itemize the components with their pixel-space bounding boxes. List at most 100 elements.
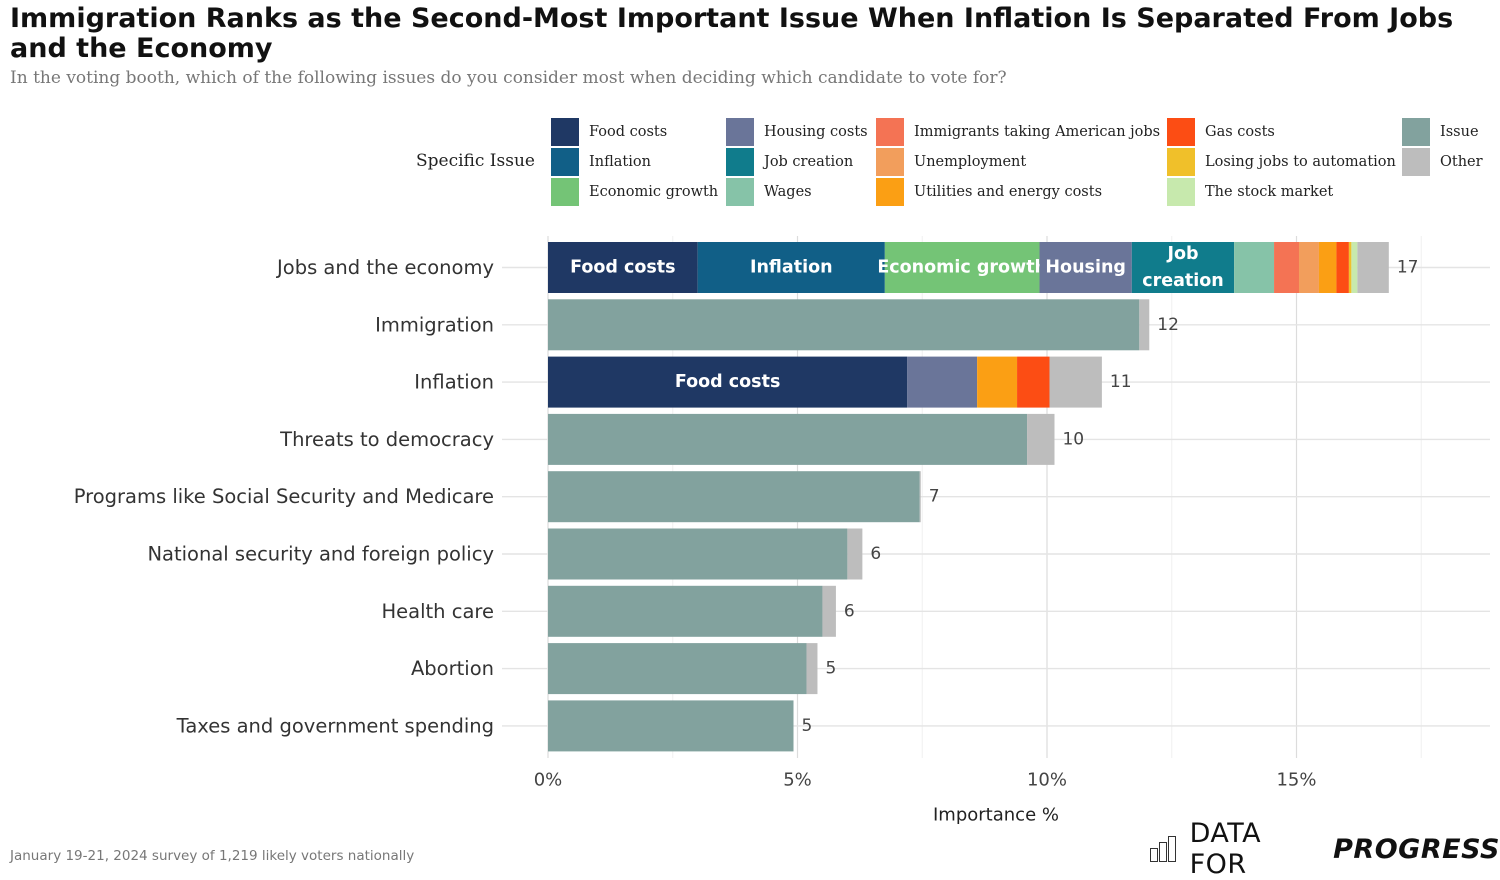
legend-item-unemployment: Unemployment xyxy=(876,148,1026,176)
total-label: 11 xyxy=(1110,372,1132,392)
legend-item-job-creation: Job creation xyxy=(726,148,853,176)
legend-swatch xyxy=(1167,148,1195,176)
legend-label: Losing jobs to automation xyxy=(1205,154,1396,170)
legend-label: Food costs xyxy=(589,124,668,140)
bar-segment-other xyxy=(1027,413,1055,465)
legend-label: The stock market xyxy=(1205,184,1334,200)
legend-label: Gas costs xyxy=(1205,124,1275,140)
bar-segment-issue xyxy=(548,585,823,637)
legend-swatch xyxy=(726,148,754,176)
legend-item-utilities-and-energy-costs: Utilities and energy costs xyxy=(876,178,1102,206)
bar-segment-other xyxy=(919,471,921,523)
chart-title: Immigration Ranks as the Second-Most Imp… xyxy=(10,3,1454,64)
total-label: 6 xyxy=(870,544,881,564)
legend-swatch xyxy=(726,118,754,146)
legend-label: Job creation xyxy=(764,154,854,170)
legend-label: Wages xyxy=(764,184,812,200)
legend-label: Inflation xyxy=(589,154,651,170)
total-label: 7 xyxy=(929,487,940,507)
bar-segment-inflation xyxy=(697,242,885,293)
segment-label: Economic growth xyxy=(877,258,1047,278)
legend-title: Specific Issue xyxy=(416,151,535,171)
bar-segment-food-costs xyxy=(548,242,698,293)
bar-segment-issue xyxy=(548,299,1140,351)
bar-segment-other xyxy=(822,585,836,637)
bar-segment-utilities-and-energy-costs xyxy=(1318,242,1337,293)
bar-segment-issue xyxy=(548,413,1028,465)
legend-swatch xyxy=(551,148,579,176)
legend-item-housing-costs: Housing costs xyxy=(726,118,868,146)
x-axis-title: Importance % xyxy=(933,805,1059,826)
category-label: Health care xyxy=(382,600,495,623)
bar-segment-other xyxy=(1139,299,1150,351)
legend-item-economic-growth: Economic growth xyxy=(551,178,718,206)
survey-footnote: January 19-21, 2024 survey of 1,219 like… xyxy=(10,848,415,864)
x-tick-label: 10% xyxy=(1027,770,1067,791)
segment-label: Job xyxy=(1166,244,1198,264)
x-tick-label: 0% xyxy=(534,770,563,791)
category-label: Threats to democracy xyxy=(279,428,494,451)
bar-segment-unemployment xyxy=(1298,242,1319,293)
legend-item-food-costs: Food costs xyxy=(551,118,667,146)
data-for-progress-logo: DATA FOR PROGRESS xyxy=(1150,818,1500,880)
legend-swatch xyxy=(876,118,904,146)
legend-item-other: Other xyxy=(1402,148,1483,176)
bar-segment-housing-costs xyxy=(1039,242,1132,293)
bar-segment-issue xyxy=(548,700,794,752)
legend-swatch xyxy=(1167,118,1195,146)
legend-item-inflation: Inflation xyxy=(551,148,651,176)
legend-label: Other xyxy=(1440,154,1483,170)
legend-item-gas-costs: Gas costs xyxy=(1167,118,1275,146)
bar-segment-other xyxy=(1357,242,1389,293)
logo-text-regular: DATA FOR xyxy=(1189,818,1262,880)
legend-swatch xyxy=(551,178,579,206)
segment-label: creation xyxy=(1142,271,1224,291)
legend-swatch xyxy=(876,178,904,206)
legend-label: Housing costs xyxy=(764,124,868,140)
bar-segment-economic-growth xyxy=(884,242,1040,293)
category-label: Inflation xyxy=(414,371,494,394)
legend-label: Immigrants taking American jobs xyxy=(914,124,1161,140)
total-label: 10 xyxy=(1062,429,1084,449)
bar-segment-immigrants-taking-american-jobs xyxy=(1274,242,1299,293)
segment-label: Food costs xyxy=(570,258,676,278)
category-label: Abortion xyxy=(411,657,494,680)
bar-segment-losing-jobs-to-automation xyxy=(1348,242,1352,293)
bar-segment-job-creation xyxy=(1131,242,1235,293)
x-tick-label: 15% xyxy=(1276,770,1316,791)
total-label: 6 xyxy=(844,601,855,621)
total-label: 17 xyxy=(1397,258,1419,278)
bar-segment-the-stock-market xyxy=(1351,242,1358,293)
total-label: 5 xyxy=(802,716,813,736)
bar-segment-issue xyxy=(548,471,920,523)
bar-segment-housing-costs xyxy=(907,356,978,408)
legend-label: Utilities and energy costs xyxy=(914,184,1103,200)
chart-subtitle: In the voting booth, which of the follow… xyxy=(10,68,1007,88)
bar-segment-other xyxy=(806,643,818,695)
legend-item-losing-jobs-to-automation: Losing jobs to automation xyxy=(1167,148,1396,176)
segment-label: Food costs xyxy=(675,372,781,392)
bar-segment-issue xyxy=(548,528,848,580)
legend-swatch xyxy=(551,118,579,146)
bar-segment-gas-costs xyxy=(1336,242,1349,293)
segment-label: Inflation xyxy=(750,258,833,278)
bar-segment-other xyxy=(847,528,863,580)
total-label: 12 xyxy=(1157,315,1179,335)
category-label: Immigration xyxy=(375,313,494,336)
bar-segment-food-costs xyxy=(548,356,908,408)
bar-chart-logo-icon xyxy=(1150,836,1178,862)
legend-item-immigrants-taking-american-jobs: Immigrants taking American jobs xyxy=(876,118,1160,146)
segment-label: Housing xyxy=(1045,258,1126,278)
legend-item-issue: Issue xyxy=(1402,118,1479,146)
bar-segment-gas-costs xyxy=(1017,356,1050,408)
category-label: National security and foreign policy xyxy=(147,543,494,566)
legend-swatch xyxy=(1167,178,1195,206)
bar-segment-wages xyxy=(1234,242,1275,293)
total-label: 5 xyxy=(825,659,836,679)
legend-label: Issue xyxy=(1440,124,1479,140)
legend-item-the-stock-market: The stock market xyxy=(1167,178,1333,206)
category-label: Programs like Social Security and Medica… xyxy=(74,485,494,508)
legend-swatch xyxy=(1402,148,1430,176)
legend-swatch xyxy=(876,148,904,176)
